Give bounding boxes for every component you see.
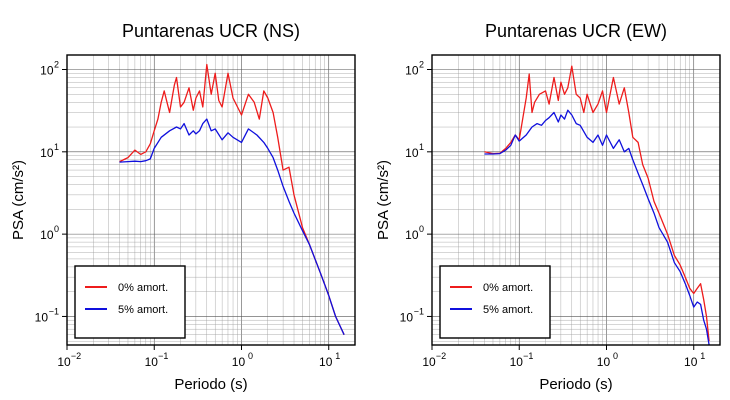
y-tick-exponent: 0 [419,224,424,234]
legend-box [439,265,551,339]
y-tick-label: 10 [40,63,54,77]
y-axis-label: PSA (cm/s²) [375,160,392,240]
series-line-damped [119,118,345,335]
y-tick-exponent: 2 [419,59,424,69]
x-tick-exponent: 1 [335,351,340,361]
x-tick-exponent: −2 [436,351,446,361]
series-line-damped [484,109,710,346]
x-tick-label: 10 [684,355,698,369]
y-tick-exponent: −1 [49,306,59,316]
chart-title: Puntarenas UCR (NS) [122,21,300,41]
x-tick-label: 10 [510,355,524,369]
x-tick-label: 10 [422,355,436,369]
y-tick-label: 10 [400,310,414,324]
y-tick-label: 10 [405,146,419,160]
x-tick-exponent: −1 [158,351,168,361]
y-axis-label: PSA (cm/s²) [10,160,27,240]
x-tick-label: 10 [57,355,71,369]
x-axis-label: Periodo (s) [174,376,247,393]
legend-label: 0% amort. [118,282,168,294]
legend-label: 5% amort. [483,304,533,316]
y-tick-exponent: 0 [54,224,59,234]
legend-label: 5% amort. [118,304,168,316]
x-tick-label: 10 [319,355,333,369]
x-tick-exponent: 1 [700,351,705,361]
plot-frame [66,54,356,346]
x-axis-label: Periodo (s) [539,376,612,393]
x-tick-label: 10 [145,355,159,369]
y-tick-label: 10 [40,228,54,242]
x-tick-exponent: −1 [523,351,533,361]
x-tick-label: 10 [597,355,611,369]
y-tick-exponent: 2 [54,59,59,69]
chart-title: Puntarenas UCR (EW) [485,21,667,41]
y-tick-label: 10 [35,310,49,324]
series-line-undamped [119,63,345,335]
x-tick-exponent: 0 [248,351,253,361]
x-tick-exponent: −2 [71,351,81,361]
x-tick-label: 10 [232,355,246,369]
gridlines [66,55,356,345]
series-line-undamped [484,65,710,342]
legend: 0% amort. 5% amort. [74,265,186,339]
x-tick-exponent: 0 [613,351,618,361]
legend-box [74,265,186,339]
legend: 0% amort. 5% amort. [439,265,551,339]
y-tick-exponent: 1 [419,142,424,152]
y-tick-label: 10 [405,63,419,77]
y-tick-exponent: −1 [414,306,424,316]
y-tick-label: 10 [405,228,419,242]
y-tick-exponent: 1 [54,142,59,152]
y-tick-label: 10 [40,146,54,160]
plot-frame [431,54,721,346]
legend-label: 0% amort. [483,282,533,294]
